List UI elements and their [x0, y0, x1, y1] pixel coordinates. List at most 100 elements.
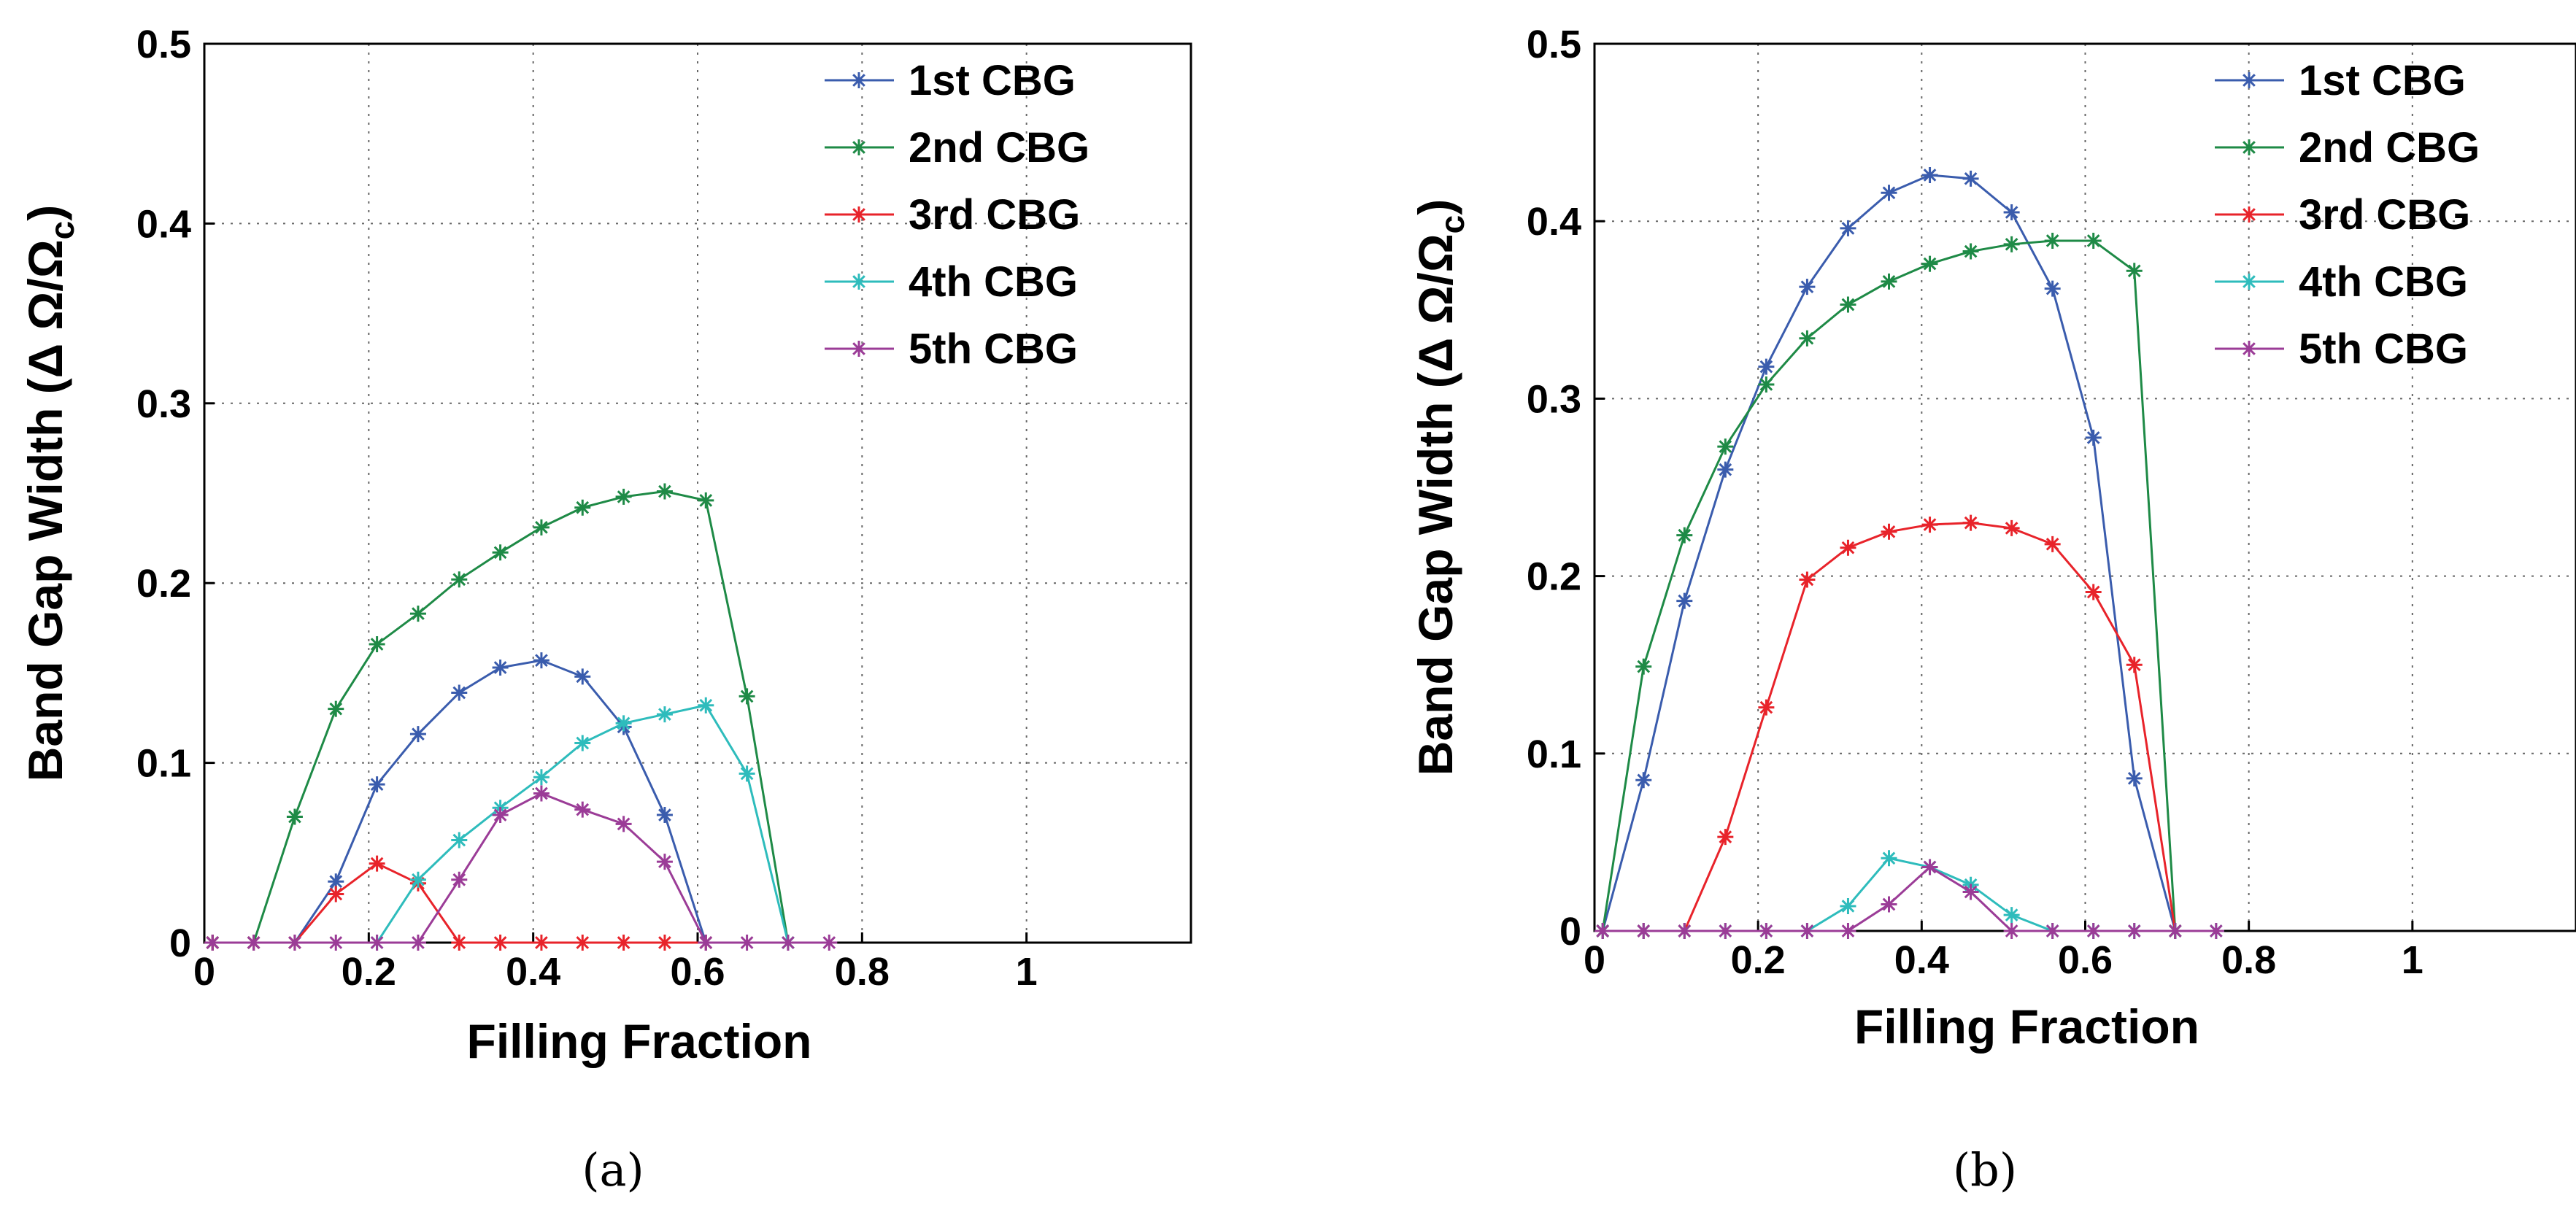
plot-frame [203, 42, 1192, 944]
data-point [328, 700, 344, 717]
data-point [1635, 772, 1652, 789]
legend-label: 4th CBG [2299, 258, 2468, 306]
y-tick-label: 0.1 [136, 742, 191, 786]
data-point [2126, 657, 2143, 673]
data-point [369, 935, 385, 951]
data-point [656, 706, 673, 723]
legend-marker [851, 139, 867, 155]
data-point [1676, 527, 1693, 544]
data-point [821, 935, 838, 951]
data-point [328, 873, 344, 890]
data-point [1799, 330, 1816, 347]
data-point [2003, 923, 2020, 939]
data-point [1840, 220, 1856, 236]
data-point [369, 776, 385, 793]
data-point [779, 935, 796, 951]
data-point [1717, 829, 1734, 846]
y-tick-label: 0.4 [1527, 200, 1581, 244]
data-point [1921, 859, 1938, 875]
data-point [1799, 279, 1816, 295]
series-2nd-cbg [1594, 232, 2183, 939]
data-point [1840, 923, 1856, 939]
legend-marker [851, 274, 867, 290]
x-axis-label: Filling Fraction [1854, 1000, 2199, 1054]
data-point [1881, 850, 1897, 867]
data-point [1840, 539, 1856, 556]
y-tick-label: 0.5 [1527, 23, 1581, 66]
legend-label: 2nd CBG [2299, 124, 2480, 171]
data-point [739, 765, 755, 782]
legend-label: 4th CBG [909, 258, 1078, 306]
y-axis-label: Band Gap Width (Δ Ω/Ωc) [1408, 199, 1471, 776]
x-tick-label: 0.8 [835, 950, 890, 994]
x-tick-label: 0.8 [2221, 938, 2276, 982]
data-point [615, 816, 632, 832]
data-point [1962, 884, 1979, 900]
data-point [1881, 896, 1897, 913]
data-point [1921, 166, 1938, 183]
x-tick-label: 0.2 [1731, 938, 1786, 982]
legend-label: 1st CBG [2299, 57, 2466, 104]
data-point [656, 807, 673, 824]
y-axis-label-main: Band Gap Width (Δ Ω/Ω [18, 239, 72, 781]
series-line [212, 659, 707, 944]
data-point [574, 801, 591, 818]
data-point [698, 492, 714, 509]
panel-caption: (b) [1953, 1143, 2017, 1197]
legend: 1st CBG 2nd CBG 3rd CBG 4th CBG 5th CBG [2215, 57, 2480, 373]
data-point [698, 935, 714, 951]
data-point [1962, 170, 1979, 187]
data-point [1881, 185, 1897, 201]
series-3rd-cbg [1594, 514, 2183, 939]
data-point [2044, 280, 2061, 297]
panel-caption: (a) [582, 1143, 644, 1197]
y-axis-label-end: ) [1408, 199, 1462, 215]
data-point [1921, 517, 1938, 533]
series-2nd-cbg [204, 483, 796, 951]
y-tick-label: 0.2 [136, 562, 191, 606]
data-point [2085, 584, 2102, 600]
series-line [212, 792, 830, 944]
data-point [2003, 236, 2020, 252]
data-point [328, 935, 344, 951]
y-tick-label: 0.3 [1527, 377, 1581, 421]
data-point [2044, 923, 2061, 939]
data-point [1635, 923, 1652, 939]
data-point [2003, 204, 2020, 221]
x-tick-label: 1 [1016, 950, 1038, 994]
x-tick-label: 0.6 [670, 950, 725, 994]
data-point [615, 488, 632, 505]
legend-marker [851, 206, 867, 223]
data-point [533, 769, 549, 786]
data-point [574, 735, 591, 751]
data-point [574, 499, 591, 516]
data-point [492, 807, 509, 824]
data-point [698, 697, 714, 714]
y-tick-label: 0.4 [136, 202, 191, 246]
data-point [533, 935, 549, 951]
data-point [2167, 923, 2183, 939]
data-point [2085, 429, 2102, 446]
series-1st-cbg [204, 652, 714, 951]
data-point [451, 684, 468, 701]
x-tick-label: 0.4 [506, 950, 560, 994]
series-line [1603, 857, 2216, 932]
data-point [2126, 923, 2143, 939]
data-point [2003, 519, 2020, 536]
legend-label: 3rd CBG [909, 191, 1080, 239]
data-point [1921, 255, 1938, 272]
data-point [2003, 907, 2020, 924]
data-point [409, 726, 426, 743]
legend-marker [2241, 274, 2257, 290]
data-point [286, 808, 303, 825]
chart-panel-b: 0 0.2 0.4 0.6 0.8 1 0 0.1 0.2 0.3 0.4 0.5 Filling Fr… [1408, 23, 2576, 1197]
data-point [409, 871, 426, 888]
data-point [1717, 461, 1734, 478]
legend: 1st CBG 2nd CBG 3rd CBG 4th CBG 5th CBG [825, 57, 1090, 373]
y-axis-label-subscript: c [43, 221, 81, 240]
x-tick-label: 0 [193, 950, 215, 994]
legend-label: 3rd CBG [2299, 191, 2470, 239]
legend-marker [851, 72, 867, 88]
data-point [1840, 296, 1856, 313]
data-point [1799, 923, 1816, 939]
